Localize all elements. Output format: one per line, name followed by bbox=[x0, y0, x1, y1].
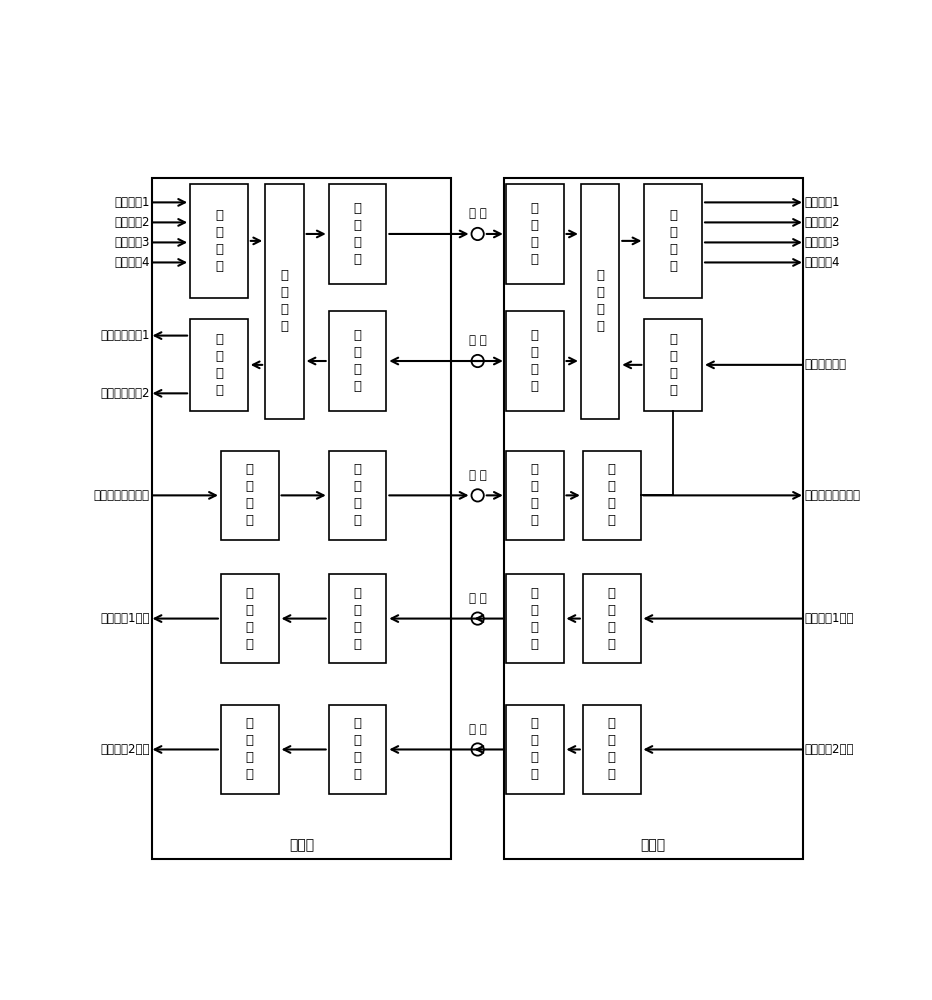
Bar bbox=[504, 178, 802, 859]
Text: 输
入
电
路: 输 入 电 路 bbox=[608, 717, 616, 781]
Bar bbox=[221, 705, 279, 794]
Text: 接
口
电
路: 接 口 电 路 bbox=[669, 333, 678, 397]
Bar bbox=[506, 311, 564, 411]
Text: 电
光
转
换: 电 光 转 换 bbox=[353, 463, 362, 527]
Bar bbox=[329, 311, 387, 411]
Bar bbox=[221, 574, 279, 663]
Text: 参
数
输
出: 参 数 输 出 bbox=[669, 209, 678, 273]
Bar bbox=[644, 184, 702, 298]
Text: 光
电
转
换: 光 电 转 换 bbox=[530, 463, 539, 527]
Bar bbox=[506, 574, 564, 663]
Text: 故障保护信号输出: 故障保护信号输出 bbox=[805, 489, 861, 502]
Text: 参
数
输
出: 参 数 输 出 bbox=[215, 333, 223, 397]
Text: 电压输入2: 电压输入2 bbox=[114, 216, 150, 229]
Text: 脉冲信号1输出: 脉冲信号1输出 bbox=[100, 612, 150, 625]
Bar bbox=[190, 184, 248, 298]
Text: 脉冲信号2输出: 脉冲信号2输出 bbox=[100, 743, 150, 756]
Text: 发送端: 发送端 bbox=[289, 838, 314, 852]
Bar bbox=[506, 184, 564, 284]
Text: 电压输出4: 电压输出4 bbox=[805, 256, 841, 269]
Bar bbox=[265, 184, 304, 419]
Text: 电压输出2: 电压输出2 bbox=[805, 216, 841, 229]
Text: 电
光
转
换: 电 光 转 换 bbox=[530, 587, 539, 651]
Bar bbox=[581, 184, 620, 419]
Text: 脉冲信号1输入: 脉冲信号1输入 bbox=[805, 612, 855, 625]
Text: 光 纤: 光 纤 bbox=[469, 592, 487, 605]
Text: 可调电阻输出1: 可调电阻输出1 bbox=[100, 329, 150, 342]
Text: 电压输入4: 电压输入4 bbox=[114, 256, 150, 269]
Text: 光 纤: 光 纤 bbox=[469, 334, 487, 347]
Text: 光 纤: 光 纤 bbox=[469, 469, 487, 482]
Bar bbox=[329, 705, 387, 794]
Bar bbox=[152, 178, 451, 859]
Bar bbox=[506, 451, 564, 540]
Bar bbox=[221, 451, 279, 540]
Bar bbox=[329, 451, 387, 540]
Text: 输
入
电
路: 输 入 电 路 bbox=[608, 587, 616, 651]
Text: 故障保护信号输入: 故障保护信号输入 bbox=[93, 489, 150, 502]
Text: 电压输出1: 电压输出1 bbox=[805, 196, 841, 209]
Text: 信
号
处
理: 信 号 处 理 bbox=[281, 269, 288, 333]
Text: 接收端: 接收端 bbox=[640, 838, 665, 852]
Text: 电
光
转
换: 电 光 转 换 bbox=[530, 329, 539, 393]
Text: 电压输入1: 电压输入1 bbox=[114, 196, 150, 209]
Bar bbox=[190, 319, 248, 411]
Text: 输
出
电
路: 输 出 电 路 bbox=[608, 463, 616, 527]
Bar bbox=[582, 574, 640, 663]
Bar bbox=[506, 705, 564, 794]
Text: 脉冲信号2输入: 脉冲信号2输入 bbox=[805, 743, 855, 756]
Text: 参
数
采
集: 参 数 采 集 bbox=[215, 209, 223, 273]
Text: 信
号
处
理: 信 号 处 理 bbox=[596, 269, 604, 333]
Bar bbox=[644, 319, 702, 411]
Text: 输
出
电
路: 输 出 电 路 bbox=[246, 587, 254, 651]
Text: 光
电
转
换: 光 电 转 换 bbox=[530, 202, 539, 266]
Text: 电
光
转
换: 电 光 转 换 bbox=[353, 202, 362, 266]
Text: 输
入
电
路: 输 入 电 路 bbox=[246, 463, 254, 527]
Text: 光 纤: 光 纤 bbox=[469, 207, 487, 220]
Text: 光 纤: 光 纤 bbox=[469, 723, 487, 736]
Text: 控制信号输入: 控制信号输入 bbox=[805, 358, 847, 371]
Bar bbox=[329, 184, 387, 284]
Text: 光
电
转
换: 光 电 转 换 bbox=[353, 587, 362, 651]
Bar bbox=[582, 705, 640, 794]
Text: 电
光
转
换: 电 光 转 换 bbox=[530, 717, 539, 781]
Text: 光
电
转
换: 光 电 转 换 bbox=[353, 329, 362, 393]
Text: 光
电
转
换: 光 电 转 换 bbox=[353, 717, 362, 781]
Text: 输
出
电
路: 输 出 电 路 bbox=[246, 717, 254, 781]
Bar bbox=[329, 574, 387, 663]
Bar bbox=[582, 451, 640, 540]
Text: 可调电阻输出2: 可调电阻输出2 bbox=[100, 387, 150, 400]
Text: 电压输入3: 电压输入3 bbox=[115, 236, 150, 249]
Text: 电压输出3: 电压输出3 bbox=[805, 236, 841, 249]
